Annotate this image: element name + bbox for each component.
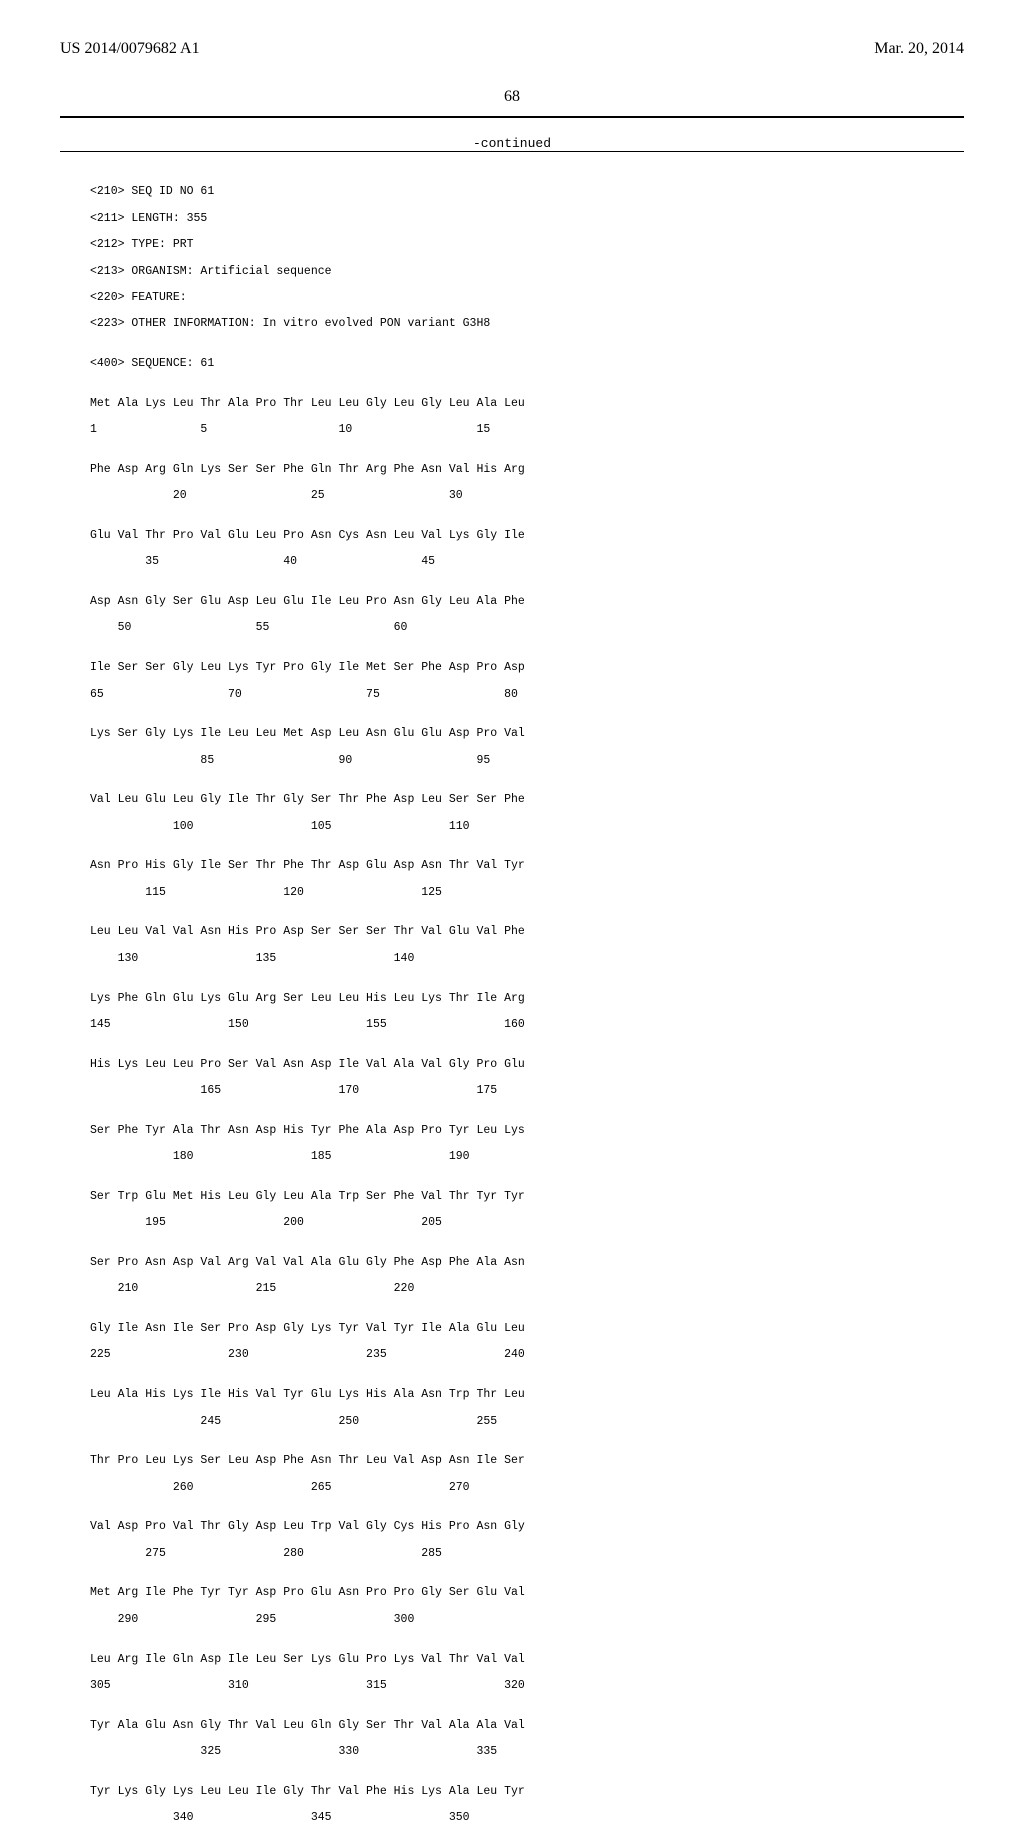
seq-num: 195 200 205 xyxy=(90,1216,1024,1229)
seq-row: Ser Pro Asn Asp Val Arg Val Val Ala Glu … xyxy=(90,1256,1024,1269)
seq-row: Thr Pro Leu Lys Ser Leu Asp Phe Asn Thr … xyxy=(90,1454,1024,1467)
seq-row: Tyr Ala Glu Asn Gly Thr Val Leu Gln Gly … xyxy=(90,1719,1024,1732)
seq-num: 50 55 60 xyxy=(90,621,1024,634)
seq-num: 130 135 140 xyxy=(90,952,1024,965)
seq-row: Phe Asp Arg Gln Lys Ser Ser Phe Gln Thr … xyxy=(90,463,1024,476)
seq-row: Ser Phe Tyr Ala Thr Asn Asp His Tyr Phe … xyxy=(90,1124,1024,1137)
seq-row: Met Arg Ile Phe Tyr Tyr Asp Pro Glu Asn … xyxy=(90,1586,1024,1599)
meta-seq-id: <210> SEQ ID NO 61 xyxy=(90,185,1024,198)
meta-feature: <220> FEATURE: xyxy=(90,291,1024,304)
seq-num: 305 310 315 320 xyxy=(90,1679,1024,1692)
meta-organism: <213> ORGANISM: Artificial sequence xyxy=(90,265,1024,278)
seq-num: 340 345 350 xyxy=(90,1811,1024,1824)
page-header: US 2014/0079682 A1 Mar. 20, 2014 xyxy=(0,0,1024,58)
seq-num: 325 330 335 xyxy=(90,1745,1024,1758)
seq-num: 210 215 220 xyxy=(90,1282,1024,1295)
seq-row: Val Asp Pro Val Thr Gly Asp Leu Trp Val … xyxy=(90,1520,1024,1533)
sequence-listing: <210> SEQ ID NO 61 <211> LENGTH: 355 <21… xyxy=(90,172,1024,1838)
seq-num: 85 90 95 xyxy=(90,754,1024,767)
seq-row: Glu Val Thr Pro Val Glu Leu Pro Asn Cys … xyxy=(90,529,1024,542)
seq-row: His Lys Leu Leu Pro Ser Val Asn Asp Ile … xyxy=(90,1058,1024,1071)
seq-num: 165 170 175 xyxy=(90,1084,1024,1097)
publication-date: Mar. 20, 2014 xyxy=(874,40,964,58)
seq-num: 20 25 30 xyxy=(90,489,1024,502)
seq-num: 290 295 300 xyxy=(90,1613,1024,1626)
seq-num: 100 105 110 xyxy=(90,820,1024,833)
seq-row: Gly Ile Asn Ile Ser Pro Asp Gly Lys Tyr … xyxy=(90,1322,1024,1335)
seq-num: 275 280 285 xyxy=(90,1547,1024,1560)
seq-num: 245 250 255 xyxy=(90,1415,1024,1428)
seq-row: Ser Trp Glu Met His Leu Gly Leu Ala Trp … xyxy=(90,1190,1024,1203)
seq-num: 65 70 75 80 xyxy=(90,688,1024,701)
seq-row: Ile Ser Ser Gly Leu Lys Tyr Pro Gly Ile … xyxy=(90,661,1024,674)
divider-top xyxy=(60,116,964,118)
meta-other-info: <223> OTHER INFORMATION: In vitro evolve… xyxy=(90,317,1024,330)
continued-label: -continued xyxy=(60,136,964,151)
seq-num: 145 150 155 160 xyxy=(90,1018,1024,1031)
seq-num: 115 120 125 xyxy=(90,886,1024,899)
seq-num: 260 265 270 xyxy=(90,1481,1024,1494)
meta-sequence-tag: <400> SEQUENCE: 61 xyxy=(90,357,1024,370)
seq-row: Asn Pro His Gly Ile Ser Thr Phe Thr Asp … xyxy=(90,859,1024,872)
seq-row: Tyr Lys Gly Lys Leu Leu Ile Gly Thr Val … xyxy=(90,1785,1024,1798)
seq-row: Lys Phe Gln Glu Lys Glu Arg Ser Leu Leu … xyxy=(90,992,1024,1005)
seq-row: Lys Ser Gly Lys Ile Leu Leu Met Asp Leu … xyxy=(90,727,1024,740)
seq-num: 180 185 190 xyxy=(90,1150,1024,1163)
seq-num: 1 5 10 15 xyxy=(90,423,1024,436)
divider-under-continued xyxy=(60,151,964,152)
meta-type: <212> TYPE: PRT xyxy=(90,238,1024,251)
seq-row: Met Ala Lys Leu Thr Ala Pro Thr Leu Leu … xyxy=(90,397,1024,410)
seq-row: Leu Arg Ile Gln Asp Ile Leu Ser Lys Glu … xyxy=(90,1653,1024,1666)
seq-num: 35 40 45 xyxy=(90,555,1024,568)
seq-row: Leu Ala His Lys Ile His Val Tyr Glu Lys … xyxy=(90,1388,1024,1401)
seq-num: 225 230 235 240 xyxy=(90,1348,1024,1361)
seq-row: Asp Asn Gly Ser Glu Asp Leu Glu Ile Leu … xyxy=(90,595,1024,608)
meta-length: <211> LENGTH: 355 xyxy=(90,212,1024,225)
seq-row: Leu Leu Val Val Asn His Pro Asp Ser Ser … xyxy=(90,925,1024,938)
page-number: 68 xyxy=(0,88,1024,106)
seq-row: Val Leu Glu Leu Gly Ile Thr Gly Ser Thr … xyxy=(90,793,1024,806)
patent-number: US 2014/0079682 A1 xyxy=(60,40,200,58)
